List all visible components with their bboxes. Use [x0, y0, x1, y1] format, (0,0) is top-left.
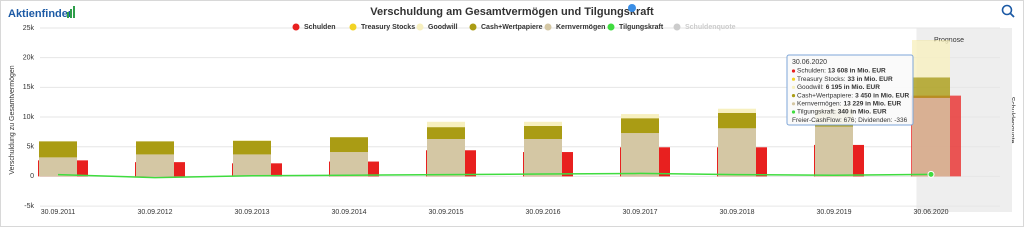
stack-segment: [815, 126, 853, 177]
stack-segment: [621, 114, 659, 119]
brand-icon: [67, 6, 75, 18]
legend-entry[interactable]: Treasury Stocks: [361, 24, 415, 31]
legend-entry[interactable]: Tilgungskraft: [619, 24, 664, 31]
x-tick-label: 30.09.2012: [137, 209, 172, 216]
zoom-icon[interactable]: [1001, 4, 1015, 18]
stack-segment: [136, 154, 174, 177]
legend-swatch: [607, 23, 615, 31]
tooltip-value: 13 608 in Mio. EUR: [828, 68, 886, 75]
tilgungskraft-line: [57, 172, 932, 179]
x-tick-label: 30.09.2011: [41, 209, 76, 216]
chart: Aktienfinder Verschuldung am Gesamtvermö…: [0, 0, 1024, 227]
tooltip-bullet: [791, 110, 796, 114]
tooltip-label: Treasury Stocks:: [797, 76, 846, 83]
stack-segment: [912, 40, 950, 78]
x-tick-label: 30.09.2014: [331, 209, 366, 216]
tooltip-title: 30.06.2020: [792, 59, 827, 66]
page: Aktienfinder Verschuldung am Gesamtvermö…: [0, 0, 1024, 227]
chart-title: Verschuldung am Gesamtvermögen und Tilgu…: [370, 6, 654, 18]
y-tick-label: 10k: [23, 114, 35, 121]
x-tick-label: 30.06.2020: [913, 209, 948, 216]
tooltip-label: Freier-CashFlow: 676; Dividenden: -336: [792, 117, 908, 124]
stack-segment: [912, 77, 950, 98]
tooltip-value: 3 450 in Mio. EUR: [855, 92, 909, 99]
legend-entry[interactable]: Kernvermögen: [556, 24, 605, 31]
tooltip-box: [786, 54, 914, 126]
stack-segment: [718, 108, 756, 113]
tooltip-value: 13 229 in Mio. EUR: [843, 101, 901, 108]
stack-segment: [524, 125, 562, 139]
tooltip-value: 340 in Mio. EUR: [838, 109, 887, 116]
stack-segment: [330, 137, 368, 153]
stack-segment: [524, 138, 562, 177]
tooltip-bullet: [791, 94, 796, 98]
tooltip-bullet: [791, 102, 796, 106]
stack-segment: [718, 128, 756, 177]
tooltip-bullet: [791, 77, 796, 81]
stack-segment: [427, 138, 465, 177]
legend-entry[interactable]: Schulden: [304, 24, 336, 31]
stack-segment: [427, 121, 465, 128]
stack-segment: [621, 118, 659, 134]
legend-entry[interactable]: Goodwill: [428, 24, 458, 31]
stack-segment: [233, 154, 271, 177]
hover-point: [927, 170, 935, 178]
legend-entry[interactable]: Schuldenquote: [685, 24, 736, 31]
stack-segment: [427, 127, 465, 139]
legend-swatch: [544, 23, 552, 31]
tooltip-value: 6 195 in Mio. EUR: [826, 84, 880, 91]
stack-segment: [718, 112, 756, 129]
tooltip-label: Kernvermögen:: [797, 101, 842, 108]
legend-swatch: [469, 23, 477, 31]
tooltip-bullet: [791, 69, 796, 73]
stack-segment: [136, 141, 174, 155]
tooltip-label: Goodwill:: [797, 84, 824, 91]
legend-swatch: [416, 23, 424, 31]
stack-segment: [39, 157, 77, 177]
y-tick-label: 15k: [23, 84, 35, 91]
x-tick-label: 30.09.2016: [525, 209, 560, 216]
stack-segment: [39, 141, 77, 158]
y-axis-label: Verschuldung zu Gesamtvermögen: [9, 65, 16, 174]
legend-swatch: [292, 23, 300, 31]
x-tick-label: 30.09.2017: [622, 209, 657, 216]
forecast-label: Prognose: [934, 37, 964, 44]
y-tick-label: 5k: [27, 144, 35, 151]
stack-segment: [233, 140, 271, 141]
tooltip-bullet: [791, 85, 796, 89]
stack-segment: [524, 121, 562, 126]
legend-entry[interactable]: Cash+Wertpapiere: [481, 24, 543, 31]
stack-segment: [233, 140, 271, 155]
y-tick-label: 20k: [23, 55, 35, 62]
x-tick-label: 30.09.2018: [719, 209, 754, 216]
tooltip-label: Schulden:: [797, 68, 826, 75]
y-tick-label: -5k: [24, 203, 34, 210]
tooltip-label: Cash+Wertpapiere:: [797, 92, 853, 99]
stack-segment: [621, 133, 659, 177]
brand[interactable]: Aktienfinder: [8, 8, 73, 20]
info-icon[interactable]: [628, 4, 636, 12]
y-tick-label: 0: [30, 173, 34, 180]
legend-swatch: [349, 23, 357, 31]
legend-swatch: [673, 23, 681, 31]
tooltip-value: 33 in Mio. EUR: [848, 76, 893, 83]
stack-segment: [330, 152, 368, 177]
tooltip-label: Tilgungskraft:: [797, 109, 836, 116]
y-tick-label: 25k: [23, 25, 35, 32]
x-tick-label: 30.09.2019: [816, 209, 851, 216]
x-tick-label: 30.09.2015: [428, 209, 463, 216]
stack-segment: [912, 97, 950, 177]
x-tick-label: 30.09.2013: [234, 209, 269, 216]
